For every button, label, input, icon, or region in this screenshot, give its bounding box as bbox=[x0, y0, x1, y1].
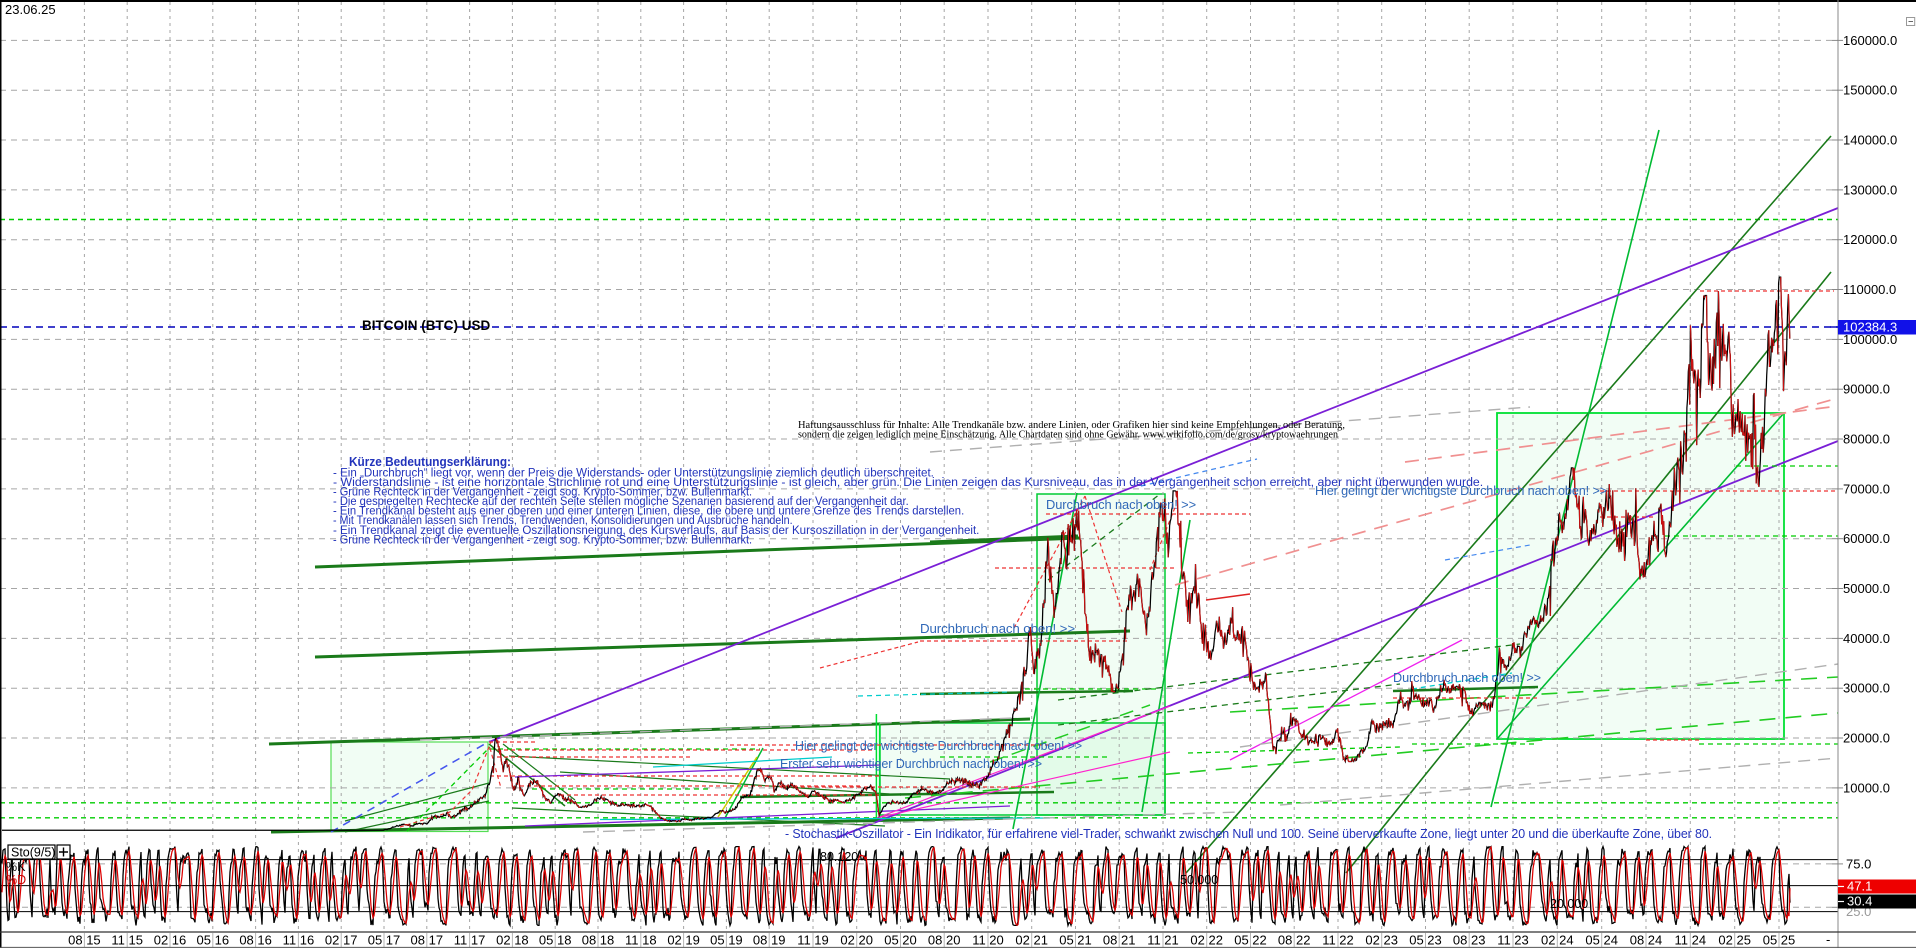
svg-text:30000.0: 30000.0 bbox=[1843, 681, 1890, 696]
svg-text:02 24: 02 24 bbox=[1541, 933, 1574, 948]
svg-text:11 24: 11 24 bbox=[1675, 933, 1707, 948]
svg-text:08 17: 08 17 bbox=[411, 933, 444, 948]
svg-text:Hier gelingt der wichtigste Du: Hier gelingt der wichtigste Durchbruch n… bbox=[795, 739, 1082, 753]
svg-text:05 16: 05 16 bbox=[197, 933, 230, 948]
svg-text:02 25: 02 25 bbox=[1718, 933, 1751, 948]
svg-text:- Ein Trendkanal besteht aus e: - Ein Trendkanal besteht aus einer obere… bbox=[333, 504, 964, 518]
svg-text:11 17: 11 17 bbox=[454, 933, 486, 948]
svg-text:Erster sehr wichtiger Durchbru: Erster sehr wichtiger Durchbruch nach ob… bbox=[780, 757, 1042, 771]
svg-text:11 21: 11 21 bbox=[1147, 933, 1179, 948]
svg-text:100000.0: 100000.0 bbox=[1843, 332, 1897, 347]
svg-text:08 16: 08 16 bbox=[239, 933, 272, 948]
svg-text:80000.0: 80000.0 bbox=[1843, 432, 1890, 447]
svg-text:20.000: 20.000 bbox=[1550, 897, 1588, 911]
svg-text:30.4: 30.4 bbox=[1847, 894, 1872, 909]
svg-text:05 22: 05 22 bbox=[1234, 933, 1267, 948]
svg-text:120000.0: 120000.0 bbox=[1843, 232, 1897, 247]
svg-text:23.06.25: 23.06.25 bbox=[5, 2, 56, 17]
svg-text:11 22: 11 22 bbox=[1322, 933, 1354, 948]
svg-text:sondern die zeigen lediglich m: sondern die zeigen lediglich meine Einsc… bbox=[798, 430, 1338, 441]
svg-text:Kürze Bedeutungserklärung:: Kürze Bedeutungserklärung: bbox=[349, 455, 511, 469]
svg-text:11 16: 11 16 bbox=[283, 933, 315, 948]
svg-text:05 25: 05 25 bbox=[1763, 933, 1796, 948]
svg-text:11 19: 11 19 bbox=[797, 933, 829, 948]
svg-text:10000.0: 10000.0 bbox=[1843, 780, 1890, 795]
svg-text:05 20: 05 20 bbox=[884, 933, 917, 948]
svg-text:Haftungsausschluss für Inhalte: Haftungsausschluss für Inhalte: Alle Tre… bbox=[798, 420, 1345, 431]
svg-text:110000.0: 110000.0 bbox=[1843, 282, 1896, 297]
svg-text:-: - bbox=[1826, 932, 1830, 947]
svg-text:40000.0: 40000.0 bbox=[1843, 631, 1890, 646]
svg-text:- Ein Trendkanal zeigt die eve: - Ein Trendkanal zeigt die eventuelle Os… bbox=[333, 523, 979, 537]
svg-text:75.0: 75.0 bbox=[1846, 856, 1871, 871]
svg-text:02 18: 02 18 bbox=[496, 933, 529, 948]
svg-text:- Mit Trendkanälen lassen sich: - Mit Trendkanälen lassen sich Trends, T… bbox=[333, 513, 793, 527]
svg-text:02 21: 02 21 bbox=[1015, 933, 1048, 948]
svg-text:02 22: 02 22 bbox=[1190, 933, 1223, 948]
svg-text:102384.3: 102384.3 bbox=[1843, 320, 1897, 335]
svg-text:08 15: 08 15 bbox=[68, 933, 101, 948]
svg-text:%D: %D bbox=[6, 873, 26, 887]
svg-text:08 22: 08 22 bbox=[1278, 933, 1311, 948]
svg-text:- Ein „Durchbruch“ liegt vor,: - Ein „Durchbruch“ liegt vor, wenn der P… bbox=[333, 466, 934, 480]
svg-text:05 23: 05 23 bbox=[1409, 933, 1442, 948]
svg-text:08 18: 08 18 bbox=[582, 933, 615, 948]
svg-text:02 20: 02 20 bbox=[840, 933, 873, 948]
svg-text:- Grüne Rechteck in der Vergan: - Grüne Rechteck in der Vergangenheit - … bbox=[333, 532, 752, 546]
svg-text:05 18: 05 18 bbox=[539, 933, 572, 948]
svg-text:70000.0: 70000.0 bbox=[1843, 481, 1890, 496]
svg-text:Durchbruch nach oben! >>: Durchbruch nach oben! >> bbox=[1393, 671, 1541, 685]
svg-text:47.1: 47.1 bbox=[1847, 879, 1872, 894]
svg-text:05 21: 05 21 bbox=[1059, 933, 1092, 948]
svg-text:05 19: 05 19 bbox=[710, 933, 743, 948]
svg-text:Durchbruch nach oben! >>: Durchbruch nach oben! >> bbox=[920, 622, 1075, 636]
svg-text:50.000: 50.000 bbox=[1180, 873, 1218, 887]
svg-text:02 23: 02 23 bbox=[1365, 933, 1398, 948]
svg-text:08 24: 08 24 bbox=[1630, 933, 1663, 948]
svg-text:130000.0: 130000.0 bbox=[1843, 182, 1897, 197]
svg-text:11 20: 11 20 bbox=[972, 933, 1004, 948]
svg-text:05 24: 05 24 bbox=[1585, 933, 1618, 948]
svg-text:160000.0: 160000.0 bbox=[1843, 33, 1897, 48]
svg-text:%K: %K bbox=[6, 860, 26, 874]
svg-text:02 19: 02 19 bbox=[667, 933, 700, 948]
svg-text:08 20: 08 20 bbox=[928, 933, 961, 948]
svg-text:05 17: 05 17 bbox=[368, 933, 401, 948]
svg-text:- Widerstandslinie - ist eine: - Widerstandslinie - ist eine horizontal… bbox=[333, 475, 1483, 489]
svg-text:08 19: 08 19 bbox=[753, 933, 786, 948]
svg-text:140000.0: 140000.0 bbox=[1843, 133, 1897, 148]
svg-text:- Die gespiegelten Rechtecke a: - Die gespiegelten Rechtecke auf der rec… bbox=[333, 494, 909, 508]
svg-text:Sto(9/5): Sto(9/5) bbox=[11, 846, 55, 860]
svg-text:08 21: 08 21 bbox=[1103, 933, 1136, 948]
svg-text:11 15: 11 15 bbox=[111, 933, 143, 948]
svg-text:11 18: 11 18 bbox=[625, 933, 657, 948]
svg-text:50000.0: 50000.0 bbox=[1843, 581, 1890, 596]
svg-text:BITCOIN (BTC) USD: BITCOIN (BTC) USD bbox=[362, 318, 490, 333]
svg-text:80.120: 80.120 bbox=[820, 850, 858, 864]
svg-text:- Grüne Rechteck in der Vergan: - Grüne Rechteck in der Vergangenheit - … bbox=[333, 485, 752, 499]
svg-text:11 23: 11 23 bbox=[1497, 933, 1529, 948]
svg-text:Hier gelingt der wichtigste Du: Hier gelingt der wichtigste Durchbruch n… bbox=[1315, 484, 1607, 498]
svg-text:02 17: 02 17 bbox=[325, 933, 358, 948]
svg-text:Durchbruch nach oben! >>: Durchbruch nach oben! >> bbox=[1046, 498, 1196, 512]
svg-text:- Stochastik-Oszillator - Ein: - Stochastik-Oszillator - Ein Indikator,… bbox=[785, 827, 1712, 841]
svg-text:90000.0: 90000.0 bbox=[1843, 382, 1890, 397]
svg-text:02 16: 02 16 bbox=[154, 933, 187, 948]
svg-text:08 23: 08 23 bbox=[1453, 933, 1486, 948]
svg-text:20000.0: 20000.0 bbox=[1843, 731, 1890, 746]
svg-text:150000.0: 150000.0 bbox=[1843, 83, 1897, 98]
svg-text:60000.0: 60000.0 bbox=[1843, 531, 1890, 546]
